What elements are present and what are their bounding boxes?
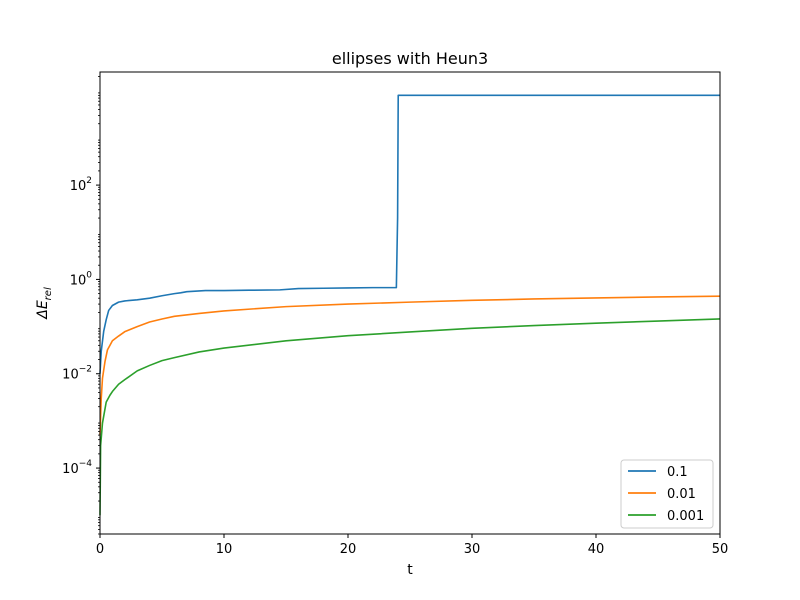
y-axis: 10−4 10−2 100 102 <box>62 76 100 535</box>
chart-title: ellipses with Heun3 <box>332 49 488 68</box>
y-axis-label: ΔErel <box>35 287 54 320</box>
y-tick-label: 10−2 <box>62 365 92 383</box>
legend-label-0.01: 0.01 <box>667 487 696 502</box>
series-layer <box>99 94 721 516</box>
legend-label-0.001: 0.001 <box>667 509 704 524</box>
legend-label-0.1: 0.1 <box>667 465 688 480</box>
x-tick-label: 40 <box>588 542 605 557</box>
y-tick-label: 102 <box>70 176 92 194</box>
series-line-0.1 <box>99 94 720 374</box>
series-line-0.01 <box>99 295 721 436</box>
legend-box <box>620 459 714 529</box>
y-tick-label: 100 <box>70 270 93 288</box>
x-axis: 0 10 20 30 40 50 <box>96 534 728 557</box>
x-tick-label: 10 <box>216 542 233 557</box>
x-tick-label: 50 <box>712 542 729 557</box>
plot-frame <box>99 71 721 535</box>
x-axis-label: t <box>407 562 413 578</box>
x-tick-label: 30 <box>464 542 481 557</box>
legend: 0.1 0.01 0.001 <box>620 459 714 529</box>
x-tick-label: 0 <box>96 542 104 557</box>
x-tick-label: 20 <box>340 542 357 557</box>
series-line-0.001 <box>99 318 721 516</box>
y-tick-label: 10−4 <box>62 459 92 477</box>
